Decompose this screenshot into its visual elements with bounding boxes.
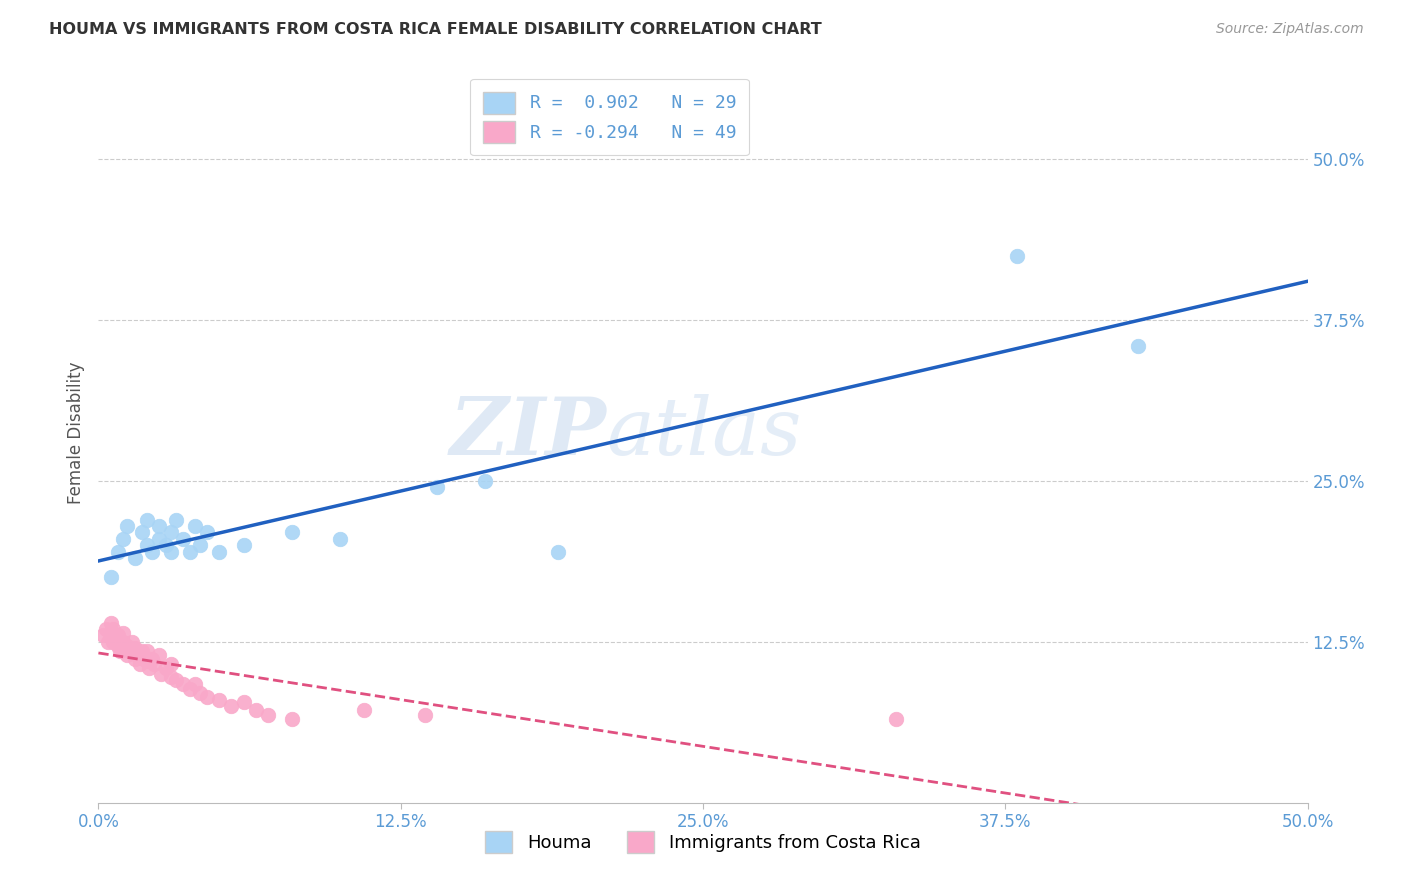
Point (1007, 249, 1029, 263)
Y-axis label: Female Disability: Female Disability (66, 361, 84, 504)
Point (100, 615, 122, 630)
Point (118, 644, 141, 658)
Point (886, 712, 908, 726)
Point (148, 532, 170, 546)
Point (117, 519, 139, 533)
Text: Source: ZipAtlas.com: Source: ZipAtlas.com (1216, 22, 1364, 37)
Point (281, 525, 304, 540)
Point (188, 538, 211, 552)
Point (131, 525, 153, 540)
Point (107, 639, 129, 653)
Point (135, 654, 157, 668)
Point (208, 693, 231, 707)
Point (124, 651, 146, 665)
Point (124, 551, 146, 566)
Point (1128, 339, 1150, 353)
Point (179, 545, 201, 559)
Point (160, 670, 183, 684)
Point (111, 635, 134, 649)
Point (148, 648, 170, 662)
Point (256, 708, 278, 723)
Point (474, 474, 496, 488)
Point (232, 695, 254, 709)
Text: ZIP: ZIP (450, 394, 606, 471)
Point (135, 538, 157, 552)
Point (155, 538, 177, 552)
Point (124, 641, 146, 656)
Point (172, 677, 194, 691)
Point (141, 545, 163, 559)
Point (155, 660, 177, 674)
Point (94, 622, 117, 636)
Point (100, 628, 122, 642)
Point (141, 651, 163, 665)
Point (413, 708, 436, 723)
Text: HOUMA VS IMMIGRANTS FROM COSTA RICA FEMALE DISABILITY CORRELATION CHART: HOUMA VS IMMIGRANTS FROM COSTA RICA FEMA… (49, 22, 823, 37)
Point (160, 525, 183, 540)
Point (184, 519, 207, 533)
Point (131, 644, 153, 658)
Text: atlas: atlas (606, 394, 801, 471)
Point (107, 545, 129, 559)
Point (111, 641, 134, 656)
Point (111, 625, 134, 640)
Point (101, 635, 124, 649)
Point (135, 512, 157, 526)
Point (221, 699, 243, 714)
Point (91, 628, 114, 642)
Point (101, 622, 124, 636)
Point (111, 532, 134, 546)
Point (148, 519, 170, 533)
Point (232, 538, 254, 552)
Point (179, 682, 201, 697)
Point (117, 648, 139, 662)
Legend: Houma, Immigrants from Costa Rica: Houma, Immigrants from Costa Rica (471, 817, 935, 868)
Point (208, 545, 231, 559)
Point (104, 631, 127, 645)
Point (547, 545, 569, 559)
Point (281, 712, 304, 726)
Point (172, 532, 194, 546)
Point (165, 673, 187, 688)
Point (97, 635, 120, 649)
Point (128, 657, 150, 671)
Point (108, 644, 131, 658)
Point (426, 480, 449, 494)
Point (195, 525, 218, 540)
Point (160, 545, 183, 559)
Point (353, 703, 375, 717)
Point (160, 657, 183, 671)
Point (329, 532, 352, 546)
Point (127, 648, 149, 662)
Point (188, 686, 211, 700)
Point (245, 703, 267, 717)
Point (117, 639, 139, 653)
Point (150, 667, 173, 681)
Point (184, 677, 207, 691)
Point (138, 660, 160, 674)
Point (135, 644, 157, 658)
Point (195, 690, 218, 705)
Point (107, 628, 129, 642)
Point (121, 635, 143, 649)
Point (100, 570, 122, 584)
Point (165, 512, 187, 526)
Point (134, 651, 156, 665)
Point (143, 657, 166, 671)
